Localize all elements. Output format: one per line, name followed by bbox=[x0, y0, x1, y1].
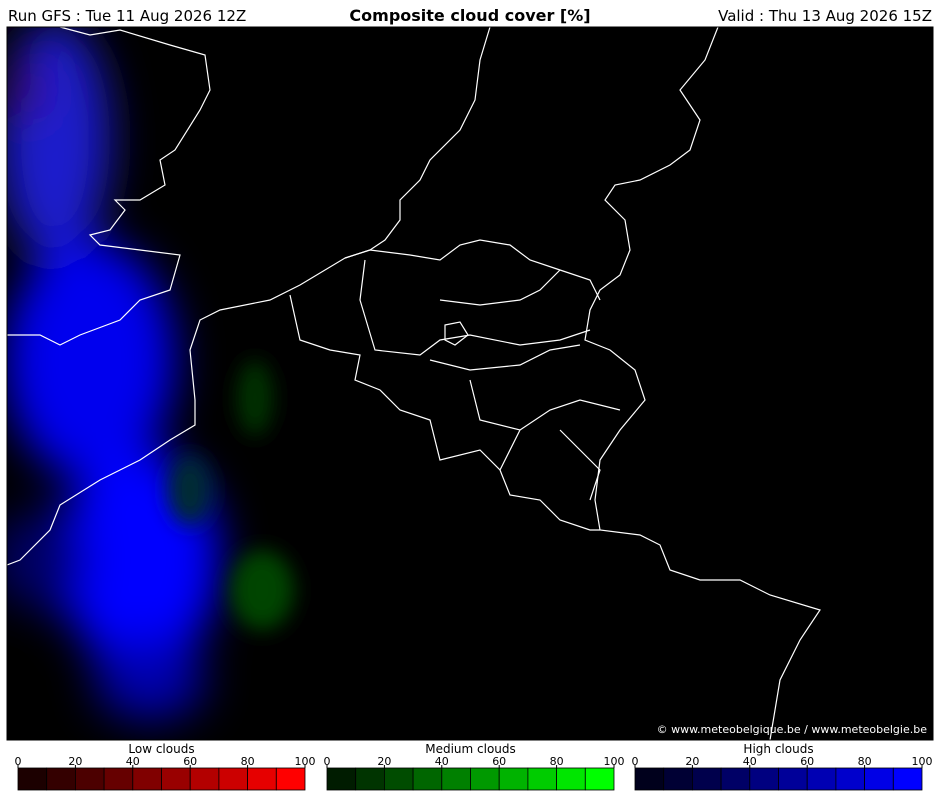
medium-cloud-field bbox=[168, 360, 294, 630]
coastlines-borders bbox=[7, 27, 821, 740]
legend-tick-label: 0 bbox=[632, 755, 639, 768]
color-swatch bbox=[132, 767, 162, 791]
legend-tick-label: 20 bbox=[377, 755, 391, 768]
color-swatch bbox=[720, 767, 751, 791]
color-swatch bbox=[663, 767, 693, 791]
color-swatch bbox=[383, 767, 414, 791]
legend-tick-label: 100 bbox=[295, 755, 316, 768]
map-title: Composite cloud cover [%] bbox=[349, 6, 590, 25]
color-swatch bbox=[247, 767, 277, 791]
legend-tick-label: 80 bbox=[550, 755, 564, 768]
legend-tick-label: 100 bbox=[912, 755, 933, 768]
legend-tick-label: 20 bbox=[68, 755, 82, 768]
legend-tick-label: 80 bbox=[858, 755, 872, 768]
color-swatch bbox=[584, 767, 615, 791]
legend-tick-label: 20 bbox=[685, 755, 699, 768]
color-swatch bbox=[692, 767, 722, 791]
color-swatch bbox=[218, 767, 248, 791]
color-swatch bbox=[275, 767, 306, 791]
legend-tick-label: 0 bbox=[324, 755, 331, 768]
color-swatch bbox=[103, 767, 134, 791]
valid-info: Valid : Thu 13 Aug 2026 15Z bbox=[718, 7, 932, 25]
color-swatch bbox=[46, 767, 76, 791]
color-swatch bbox=[527, 767, 558, 791]
map-frame bbox=[6, 26, 934, 741]
run-info: Run GFS : Tue 11 Aug 2026 12Z bbox=[8, 7, 246, 25]
high-cloud-field bbox=[7, 27, 220, 720]
color-swatch bbox=[412, 767, 443, 791]
color-swatch bbox=[556, 767, 586, 791]
color-swatch bbox=[634, 767, 665, 791]
legend-tick-label: 40 bbox=[126, 755, 140, 768]
legend-tick-label: 0 bbox=[15, 755, 22, 768]
color-swatch bbox=[441, 767, 471, 791]
color-swatch bbox=[355, 767, 385, 791]
color-swatch bbox=[749, 767, 779, 791]
legend-tick-label: 60 bbox=[492, 755, 506, 768]
color-swatch bbox=[189, 767, 220, 791]
color-swatch bbox=[470, 767, 500, 791]
legend-tick-label: 40 bbox=[435, 755, 449, 768]
color-swatch bbox=[864, 767, 894, 791]
color-swatch bbox=[892, 767, 923, 791]
color-swatch bbox=[75, 767, 105, 791]
color-swatch bbox=[778, 767, 808, 791]
legend-tick-label: 60 bbox=[800, 755, 814, 768]
legend-tick-label: 100 bbox=[604, 755, 625, 768]
legend-label: Medium clouds bbox=[425, 742, 516, 756]
map-area: © www.meteobelgique.be / www.meteobelgie… bbox=[7, 27, 933, 740]
color-swatch bbox=[161, 767, 191, 791]
legends: Low clouds 0 20 40 60 80 100 Medium clouds 0 20 40… bbox=[15, 742, 933, 791]
color-swatch bbox=[806, 767, 837, 791]
color-swatch bbox=[835, 767, 866, 791]
legend-tick-label: 80 bbox=[241, 755, 255, 768]
credit: © www.meteobelgique.be / www.meteobelgie… bbox=[657, 723, 928, 736]
color-swatch bbox=[17, 767, 48, 791]
legend-label: Low clouds bbox=[128, 742, 194, 756]
legend-label: High clouds bbox=[743, 742, 813, 756]
color-swatch bbox=[326, 767, 357, 791]
legend-tick-label: 60 bbox=[183, 755, 197, 768]
color-swatch bbox=[498, 767, 529, 791]
legend-tick-label: 40 bbox=[743, 755, 757, 768]
